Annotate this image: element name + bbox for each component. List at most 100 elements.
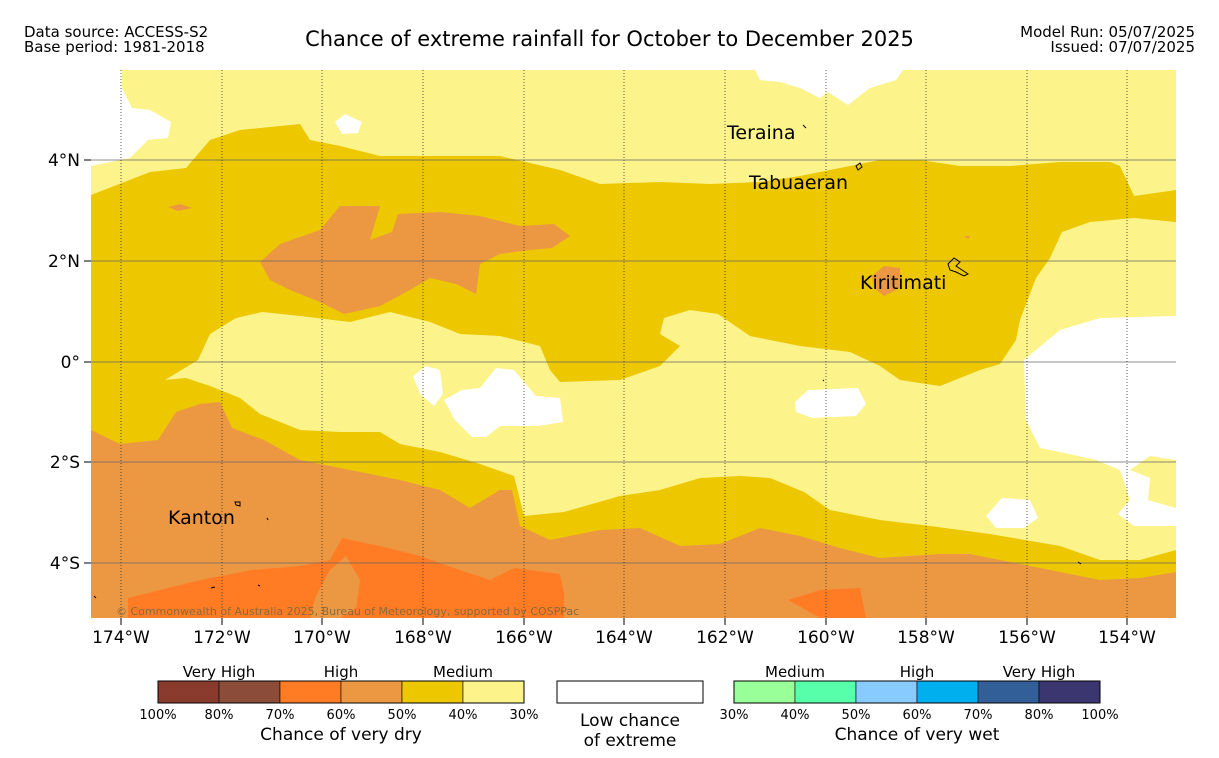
longitude-label: 156°W bbox=[998, 628, 1056, 648]
legend-dry-tick: 50% bbox=[388, 708, 417, 723]
legend-low-caption-line2: of extreme bbox=[584, 731, 677, 751]
place-label-teraina: Teraina bbox=[726, 122, 796, 144]
legend-swatch bbox=[340, 680, 403, 704]
low-chance-region bbox=[1024, 316, 1176, 526]
low-chance-region bbox=[413, 366, 443, 406]
legend-dry-group-very-high: Very High bbox=[183, 663, 256, 681]
latitude-grid bbox=[91, 159, 1176, 564]
legend-wet-group-medium: Medium bbox=[765, 663, 825, 681]
island-outline bbox=[855, 162, 863, 171]
longitude-label: 170°W bbox=[293, 628, 351, 648]
legend-dry-tick: 100% bbox=[139, 708, 176, 723]
longitude-label: 154°W bbox=[1098, 628, 1156, 648]
legend-wet-group-very-high: Very High bbox=[1003, 663, 1076, 681]
legend-dry-tick: 30% bbox=[510, 708, 539, 723]
legend-swatch bbox=[218, 680, 281, 704]
island-outline bbox=[822, 379, 825, 382]
legend-low-swatch bbox=[556, 680, 704, 704]
legend-dry-swatches bbox=[157, 680, 525, 704]
low-chance-region bbox=[986, 498, 1038, 528]
legend-swatch bbox=[794, 680, 857, 704]
latitude-labels: 4°N 2°N 0° 2°S 4°S bbox=[48, 151, 80, 574]
legend-swatch bbox=[157, 680, 220, 704]
low-chance-regions bbox=[91, 70, 1176, 528]
legend-swatch bbox=[1038, 680, 1101, 704]
latitude-label: 0° bbox=[61, 353, 80, 373]
longitude-label: 158°W bbox=[897, 628, 955, 648]
low-chance-region bbox=[91, 70, 171, 166]
legend-dry-ticks: 100% 80% 70% 60% 50% 40% 30% bbox=[139, 708, 538, 723]
legend-wet-ticks: 30% 40% 50% 60% 70% 80% 100% bbox=[720, 708, 1119, 723]
legend-wet-tick: 50% bbox=[842, 708, 871, 723]
region-high-low bbox=[260, 206, 570, 314]
longitude-label: 168°W bbox=[394, 628, 452, 648]
legend-swatch bbox=[401, 680, 464, 704]
model-run-label: Model Run: 05/07/2025 bbox=[1020, 23, 1195, 41]
longitude-label: 166°W bbox=[495, 628, 553, 648]
legend-swatch bbox=[977, 680, 1040, 704]
legend-wet-tick: 30% bbox=[720, 708, 749, 723]
island-outlines bbox=[93, 124, 1082, 599]
legend-wet-tick: 40% bbox=[781, 708, 810, 723]
legend-dry-frame bbox=[157, 680, 525, 704]
latitude-label: 2°S bbox=[50, 453, 80, 473]
legend-wet-tick: 60% bbox=[903, 708, 932, 723]
legend-dry-group-high: High bbox=[324, 663, 358, 681]
legend-wet-tick: 100% bbox=[1081, 708, 1118, 723]
axis-ticks bbox=[84, 159, 1128, 625]
low-chance-region bbox=[755, 70, 903, 105]
longitude-label: 160°W bbox=[797, 628, 855, 648]
legend-wet-caption: Chance of very wet bbox=[835, 725, 1000, 745]
legend-swatch bbox=[855, 680, 918, 704]
legend-wet-frame bbox=[733, 680, 1101, 704]
data-source-label: Data source: ACCESS-S2 bbox=[24, 23, 209, 41]
legend-dry-tick: 60% bbox=[327, 708, 356, 723]
legend-swatch bbox=[279, 680, 342, 704]
place-label-kanton: Kanton bbox=[168, 507, 235, 529]
legend-dry-caption: Chance of very dry bbox=[260, 725, 422, 745]
base-period-label: Base period: 1981-2018 bbox=[24, 38, 205, 56]
legend-low: Low chance of extreme bbox=[556, 680, 704, 751]
legend-wet-tick: 70% bbox=[964, 708, 993, 723]
legend-wet-tick: 80% bbox=[1025, 708, 1054, 723]
low-chance-region bbox=[335, 114, 362, 134]
low-chance-region bbox=[444, 368, 563, 437]
latitude-label: 4°S bbox=[50, 554, 80, 574]
legend-dry-tick: 40% bbox=[449, 708, 478, 723]
place-label-kiritimati: Kiritimati bbox=[860, 272, 946, 294]
place-label-tabuaeran: Tabuaeran bbox=[748, 172, 848, 194]
island-outline bbox=[802, 124, 807, 129]
longitude-label: 174°W bbox=[92, 628, 150, 648]
island-outline bbox=[947, 257, 969, 277]
legend-dry-tick: 70% bbox=[266, 708, 295, 723]
copyright-label: © Commonwealth of Australia 2025, Bureau… bbox=[116, 605, 579, 618]
legend-wet-group-high: High bbox=[900, 663, 934, 681]
latitude-label: 2°N bbox=[48, 252, 80, 272]
legend-swatch bbox=[733, 680, 796, 704]
longitude-label: 164°W bbox=[595, 628, 653, 648]
region-high-low bbox=[168, 204, 192, 211]
island-outline bbox=[210, 586, 216, 589]
map-title: Chance of extreme rainfall for October t… bbox=[305, 27, 914, 51]
region-high-low bbox=[310, 556, 360, 618]
island-outline bbox=[1077, 561, 1082, 565]
island-outline bbox=[266, 517, 269, 521]
map-plot-area: Teraina Tabuaeran Kiritimati Kanton © Co… bbox=[91, 70, 1176, 618]
longitude-label: 172°W bbox=[193, 628, 251, 648]
legend-swatch bbox=[462, 680, 525, 704]
legend-wet-swatches bbox=[733, 680, 1101, 704]
longitude-label: 162°W bbox=[696, 628, 754, 648]
legend-wet: Medium High Very High 30% 40% 50% 60% 70… bbox=[720, 663, 1119, 745]
island-outline bbox=[93, 595, 97, 599]
longitude-labels: 174°W 172°W 170°W 168°W 166°W 164°W 162°… bbox=[92, 628, 1156, 648]
longitude-grid bbox=[120, 70, 1128, 618]
low-chance-region bbox=[795, 388, 866, 418]
island-outline bbox=[234, 501, 241, 507]
latitude-label: 4°N bbox=[48, 151, 80, 171]
legend-dry-tick: 80% bbox=[205, 708, 234, 723]
legend-low-caption-line1: Low chance bbox=[580, 711, 680, 731]
island-outline bbox=[257, 584, 261, 587]
region-high bbox=[788, 588, 866, 618]
issued-label: Issued: 07/07/2025 bbox=[1050, 38, 1195, 56]
